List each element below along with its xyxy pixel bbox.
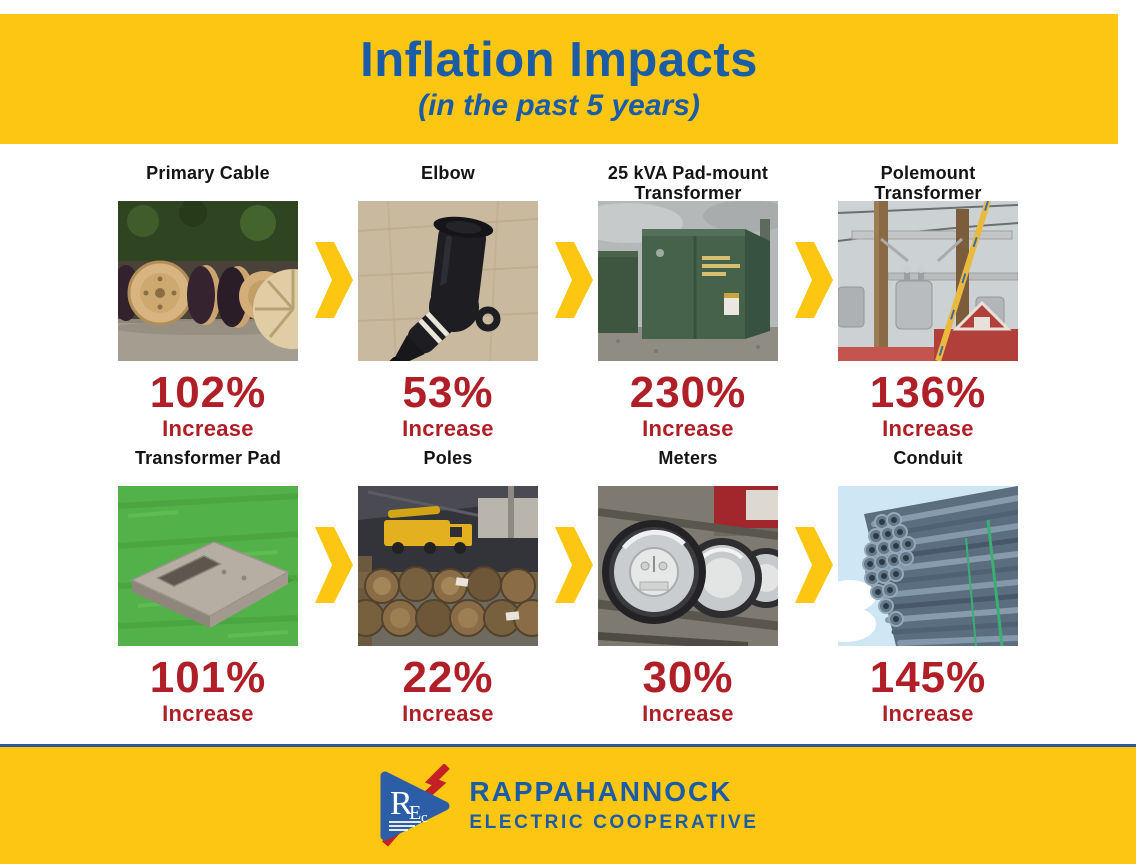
item-card-polemount-transformer: Polemount Transformer [838, 163, 1018, 442]
poles-photo [358, 486, 538, 646]
rec-logo-icon: R E c [380, 763, 451, 847]
item-label: Transformer Pad [134, 448, 282, 468]
increase-caption: Increase [162, 701, 254, 726]
increase-value: 53% [402, 368, 494, 417]
org-text: RAPPAHANNOCK ELECTRIC COOPERATIVE [469, 776, 759, 834]
org-name: RAPPAHANNOCK [469, 776, 733, 808]
org-subname: ELECTRIC COOPERATIVE [469, 811, 759, 833]
arrow-right-icon [315, 527, 353, 603]
increase-value: 101% [149, 653, 267, 702]
page-title: Inflation Impacts [360, 32, 758, 87]
item-label: 25 kVA Pad-mount Transformer [607, 163, 769, 203]
increase-caption: Increase [882, 416, 974, 441]
arrow-right-icon [315, 242, 353, 318]
transformer-pad-illustration [118, 486, 298, 646]
item-label: Elbow [421, 163, 475, 183]
increase-value: 30% [642, 653, 734, 702]
item-card-meters: Meters [598, 448, 778, 727]
item-card-elbow: Elbow [358, 163, 538, 442]
conduit-illustration [838, 486, 1018, 646]
conduit-photo [838, 486, 1018, 646]
footer-banner: R E c RAPPAHANNOCK ELECTRIC COOPERATIVE [0, 747, 1136, 864]
svg-text:R: R [390, 785, 413, 822]
increase-caption: Increase [402, 701, 494, 726]
arrow-right-icon [795, 527, 833, 603]
footer-divider-line [0, 744, 1136, 747]
item-card-poles: Poles [358, 448, 538, 727]
increase-caption: Increase [402, 416, 494, 441]
increase-caption: Increase [162, 416, 254, 441]
increase-caption: Increase [642, 416, 734, 441]
item-card-transformer-pad: Transformer Pad 101% Increase [118, 448, 298, 727]
item-label: Meters [658, 448, 718, 468]
item-card-conduit: Conduit [838, 448, 1018, 727]
increase-caption: Increase [882, 701, 974, 726]
primary-cable-photo [118, 201, 298, 361]
increase-caption: Increase [642, 701, 734, 726]
elbow-photo [358, 201, 538, 361]
cable-reels-illustration [118, 201, 298, 361]
increase-value: 145% [869, 653, 987, 702]
increase-value: 22% [402, 653, 494, 702]
meters-illustration [598, 486, 778, 646]
padmount-transformer-illustration [598, 201, 778, 361]
item-label: Conduit [893, 448, 963, 468]
item-card-padmount-transformer: 25 kVA Pad-mount Transformer [598, 163, 778, 442]
meters-photo [598, 486, 778, 646]
elbow-illustration [358, 201, 538, 361]
item-label: Polemount Transformer [874, 163, 982, 203]
item-label: Poles [423, 448, 473, 468]
arrow-right-icon [555, 527, 593, 603]
polemount-transformer-illustration [838, 201, 1018, 361]
header-banner: Inflation Impacts (in the past 5 years) [0, 14, 1118, 144]
arrow-right-icon [795, 242, 833, 318]
svg-text:E: E [409, 802, 421, 824]
svg-text:c: c [421, 810, 428, 826]
item-card-primary-cable: Primary Cable [118, 163, 298, 442]
page-subtitle: (in the past 5 years) [418, 89, 700, 123]
increase-value: 136% [869, 368, 987, 417]
padmount-transformer-photo [598, 201, 778, 361]
rec-logo-group: R E c RAPPAHANNOCK ELECTRIC COOPERATIVE [377, 763, 759, 848]
arrow-right-icon [555, 242, 593, 318]
increase-value: 230% [629, 368, 747, 417]
transformer-pad-photo [118, 486, 298, 646]
polemount-transformer-photo [838, 201, 1018, 361]
poles-illustration [358, 486, 538, 646]
item-label: Primary Cable [146, 163, 270, 183]
increase-value: 102% [149, 368, 267, 417]
